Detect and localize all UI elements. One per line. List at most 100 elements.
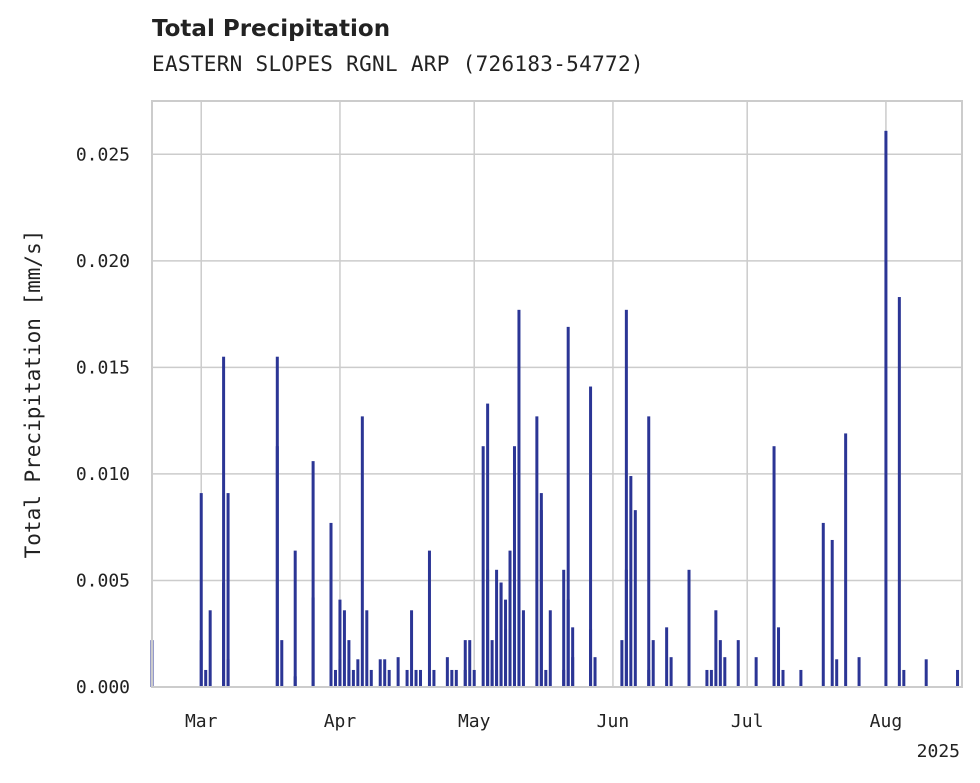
precipitation-bar (535, 416, 539, 687)
precipitation-bar (620, 640, 624, 687)
precipitation-bar (924, 659, 928, 687)
precipitation-bar (338, 599, 342, 687)
precipitation-bar (275, 446, 279, 687)
precipitation-bar (629, 476, 633, 687)
precipitation-bar (481, 446, 485, 687)
precipitation-bar (562, 569, 566, 687)
precipitation-bar (544, 669, 548, 687)
precipitation-bar (405, 669, 409, 687)
precipitation-bar (347, 669, 351, 687)
x-tick-label: Mar (185, 711, 218, 732)
precipitation-bar (799, 669, 803, 687)
precipitation-bar (772, 446, 776, 687)
precipitation-bar (781, 669, 785, 687)
precipitation-bar (835, 659, 839, 687)
precipitation-bar (539, 510, 543, 687)
grid-lines (152, 101, 962, 688)
precipitation-bar (548, 610, 552, 687)
y-tick-label: 0.025 (76, 144, 130, 165)
precipitation-bar (396, 657, 400, 687)
precipitation-bar (566, 599, 570, 687)
x-tick-label: Apr (324, 711, 357, 732)
y-tick-label: 0.015 (76, 357, 130, 378)
precipitation-bar (378, 659, 382, 687)
precipitation-bar (365, 610, 369, 687)
precipitation-bar (709, 669, 713, 687)
precipitation-bar (777, 627, 781, 687)
precipitation-bar (383, 659, 387, 687)
precipitation-bar (647, 669, 651, 687)
precipitation-bar (508, 640, 512, 687)
precipitation-bar (468, 640, 472, 687)
precipitation-bar (351, 669, 355, 687)
precipitation-bar (427, 550, 431, 687)
precipitation-bar (669, 657, 673, 687)
precipitation-bar (633, 510, 637, 687)
precipitation-bar (705, 669, 709, 687)
precipitation-bar (718, 640, 722, 687)
x-tick-label: Aug (870, 711, 903, 732)
precipitation-bar (517, 582, 521, 687)
precipitation-bar (293, 550, 297, 687)
precipitation-bar (830, 539, 834, 687)
precipitation-bar (432, 669, 436, 687)
precipitation-bar (419, 669, 423, 687)
y-tick-label: 0.000 (76, 677, 130, 698)
precipitation-bar (387, 669, 391, 687)
precipitation-bar (902, 669, 906, 687)
y-tick-label: 0.010 (76, 464, 130, 485)
precipitation-bar (857, 657, 861, 687)
y-tick-label: 0.020 (76, 251, 130, 272)
precipitation-bar (222, 356, 226, 687)
precipitation-bar (504, 629, 508, 687)
precipitation-bar (490, 640, 494, 687)
precipitation-bar (463, 640, 467, 687)
precipitation-bar (665, 627, 669, 687)
precipitation-bar (347, 640, 351, 687)
precipitation-bar (280, 640, 284, 687)
precipitation-bar (571, 627, 575, 687)
precipitation-bar (463, 669, 467, 687)
precipitation-bar (821, 522, 825, 687)
precipitation-bar (521, 610, 525, 687)
precipitation-bar (445, 657, 449, 687)
precipitation-bar (333, 669, 337, 687)
precipitation-bar (360, 416, 364, 687)
precipitation-bar (687, 569, 691, 687)
precipitation-bar (410, 610, 414, 687)
precipitation-bar (754, 657, 758, 687)
precipitation-bar (647, 416, 651, 687)
y-tick-labels: 0.000 0.005 0.010 0.015 0.020 0.025 (76, 144, 130, 698)
precipitation-bar (450, 669, 454, 687)
precipitation-bar (486, 403, 490, 687)
precipitation-bar (508, 550, 512, 687)
precipitation-bar (311, 461, 315, 687)
y-tick-label: 0.005 (76, 570, 130, 591)
x-tick-label: Jul (731, 711, 764, 732)
precipitation-bar (562, 669, 566, 687)
precipitation-bar (490, 669, 494, 687)
precipitation-bar (624, 309, 628, 687)
chart-subtitle: EASTERN SLOPES RGNL ARP (726183-54772) (152, 52, 644, 76)
precipitation-bar (884, 130, 888, 687)
x-year-label: 2025 (917, 741, 960, 762)
precipitation-bar (897, 297, 901, 687)
chart-title: Total Precipitation (152, 16, 391, 42)
precipitation-bar (844, 433, 848, 687)
precipitation-bar (566, 326, 570, 687)
precipitation-bar (714, 610, 718, 687)
precipitation-bar (369, 669, 373, 687)
precipitation-bar (495, 569, 499, 687)
precipitation-bar (199, 493, 203, 687)
precipitation-bar (414, 669, 418, 687)
precipitation-bar (512, 446, 516, 687)
precipitation-bars (150, 130, 960, 687)
x-tick-label: May (458, 711, 491, 732)
precipitation-bar (736, 640, 740, 687)
x-tick-labels: Mar Apr May Jun Jul Aug (185, 711, 902, 732)
precipitation-bar (499, 582, 503, 687)
precipitation-bar (593, 657, 597, 687)
precipitation-bar (342, 610, 346, 687)
precipitation-bar (624, 569, 628, 687)
